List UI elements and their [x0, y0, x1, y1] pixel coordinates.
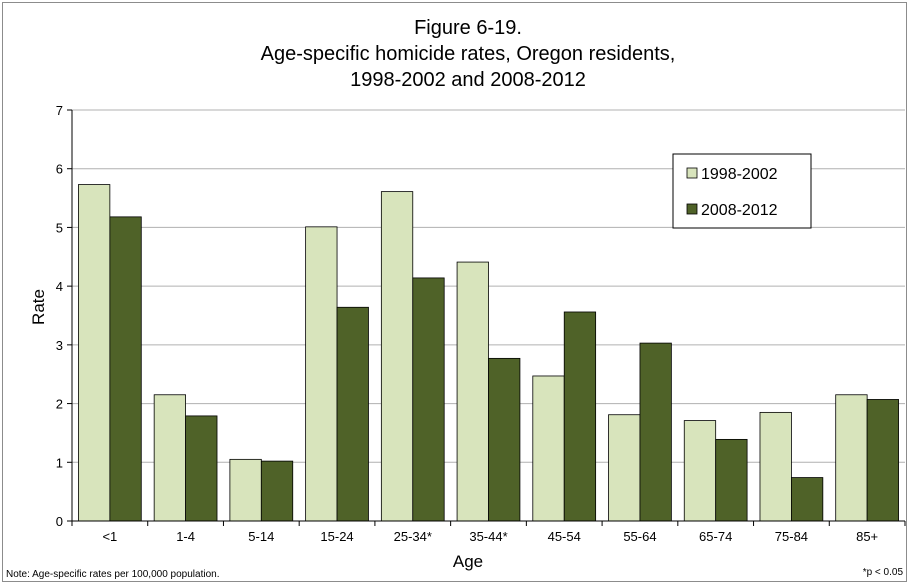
chart-title-line-3: 1998-2002 and 2008-2012	[350, 69, 586, 91]
bar-1998-2002-5-14	[229, 458, 262, 522]
x-tick-label: 35-44*	[469, 529, 507, 544]
x-tick-label: 1-4	[176, 529, 195, 544]
footnote-left: Note: Age-specific rates per 100,000 pop…	[6, 569, 220, 580]
x-tick-label: 65-74	[699, 529, 732, 544]
bar-1998-2002-45-54	[532, 375, 565, 522]
x-tick-label: 25-34*	[394, 529, 432, 544]
legend-label-2008-2012: 2008-2012	[701, 202, 778, 219]
bar-1998-2002-<1	[78, 184, 111, 522]
legend-label-1998-2002: 1998-2002	[701, 166, 778, 183]
bar-2008-2012-35-44*	[488, 357, 521, 522]
legend-swatch-1998-2002	[686, 167, 698, 179]
y-axis-label: Rate	[29, 289, 48, 325]
footnote-right: *p < 0.05	[862, 567, 903, 578]
legend-swatch-2008-2012	[686, 203, 698, 215]
y-tick-label: 4	[56, 279, 63, 294]
x-tick-label: 5-14	[248, 529, 274, 544]
y-tick-label: 2	[56, 397, 63, 412]
x-tick-label: 15-24	[320, 529, 353, 544]
x-tick-label: 55-64	[623, 529, 656, 544]
axes	[71, 110, 905, 522]
y-tick-label: 3	[56, 338, 63, 353]
x-tick-label: 45-54	[548, 529, 581, 544]
chart-title: Figure 6-19. Age-specific homicide rates…	[261, 17, 676, 91]
x-axis-label: Age	[453, 552, 483, 571]
bar-1998-2002-75-84	[759, 411, 792, 522]
chart-title-line-1: Figure 6-19.	[414, 17, 522, 39]
y-tick-label: 1	[56, 455, 63, 470]
bar-1998-2002-15-24	[305, 226, 338, 522]
bar-1998-2002-55-64	[608, 414, 641, 522]
bar-2008-2012-1-4	[185, 415, 218, 522]
bar-2008-2012-25-34*	[412, 277, 445, 522]
bars	[78, 184, 899, 522]
x-tick-label: <1	[102, 529, 117, 544]
legend-box	[672, 153, 812, 229]
bar-2008-2012-5-14	[260, 460, 294, 522]
bar-1998-2002-25-34*	[380, 191, 414, 522]
y-tick-label: 7	[56, 103, 63, 118]
bar-2008-2012-85+	[866, 399, 899, 522]
bar-2008-2012-<1	[109, 216, 142, 522]
bar-1998-2002-85+	[835, 394, 868, 522]
y-tick-label: 0	[56, 514, 63, 529]
x-axis-ticks: <1 1-4 5-14 15-24 25-34* 35-44* 45-54 55-64 65-7…	[71, 521, 906, 544]
chart-title-line-2: Age-specific homicide rates, Oregon resi…	[261, 43, 676, 65]
bar-2008-2012-55-64	[639, 342, 672, 522]
bar-2008-2012-45-54	[563, 311, 597, 522]
y-tick-label: 6	[56, 162, 63, 177]
y-tick-label: 5	[56, 220, 63, 235]
bar-1998-2002-1-4	[153, 394, 186, 522]
bar-2008-2012-75-84	[791, 477, 824, 522]
bar-2008-2012-15-24	[336, 306, 369, 522]
x-tick-label: 85+	[856, 529, 878, 544]
legend: 1998-2002 2008-2012	[672, 153, 812, 229]
bar-1998-2002-35-44*	[456, 261, 489, 522]
y-axis-ticks: 0 1 2 3 4 5 6 7	[56, 103, 72, 529]
x-tick-label: 75-84	[775, 529, 808, 544]
bar-2008-2012-65-74	[715, 438, 748, 522]
bar-1998-2002-65-74	[683, 420, 717, 522]
